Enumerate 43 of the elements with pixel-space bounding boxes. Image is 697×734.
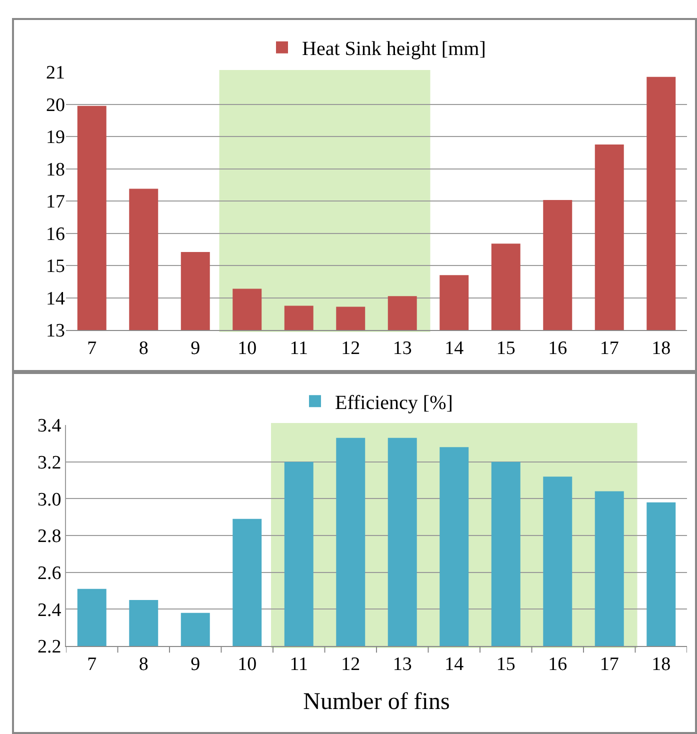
x-tick-label: 12 <box>341 338 360 359</box>
x-tick-label: 11 <box>290 654 308 675</box>
x-tick-label: 18 <box>652 654 671 675</box>
y-tick-label: 2.4 <box>37 600 62 621</box>
x-tick-label: 11 <box>290 338 308 359</box>
y-tick-label: 15 <box>46 256 65 278</box>
y-tick-label: 3.4 <box>37 416 62 437</box>
legend-label: Efficiency [%] <box>335 392 453 414</box>
x-axis-title: Number of fins <box>303 689 450 716</box>
x-tick-label: 8 <box>138 654 148 675</box>
x-tick-label: 16 <box>548 338 568 359</box>
legend-label: Heat Sink height [mm] <box>302 38 486 60</box>
y-tick-label: 2.2 <box>37 636 62 658</box>
x-tick-label: 8 <box>138 338 148 359</box>
y-tick-label: 2.8 <box>37 526 62 548</box>
y-tick-label: 16 <box>46 224 65 245</box>
y-tick-label: 13 <box>46 320 65 342</box>
y-tick-label: 21 <box>46 62 65 84</box>
x-tick-label: 15 <box>496 654 516 675</box>
x-tick-label: 14 <box>444 654 464 675</box>
x-tick-label: 14 <box>444 338 464 359</box>
x-tick-label: 10 <box>238 338 257 359</box>
y-tick-label: 14 <box>46 288 66 310</box>
x-tick-label: 17 <box>600 654 619 675</box>
x-tick-label: 17 <box>600 338 619 359</box>
y-tick-label: 2.6 <box>37 562 62 584</box>
x-tick-label: 9 <box>190 338 200 359</box>
y-tick-label: 19 <box>46 127 65 148</box>
y-tick-label: 20 <box>46 94 65 116</box>
x-tick-label: 13 <box>392 338 412 359</box>
x-tick-label: 15 <box>496 338 516 359</box>
y-tick-label: 18 <box>46 159 65 180</box>
x-tick-label: 7 <box>87 654 97 675</box>
y-tick-label: 3.2 <box>37 452 62 474</box>
x-tick-label: 12 <box>341 654 360 675</box>
y-tick-label: 3.0 <box>37 489 62 510</box>
x-tick-label: 9 <box>190 654 200 675</box>
x-tick-label: 13 <box>392 654 412 675</box>
y-tick-label: 17 <box>46 192 65 213</box>
x-tick-label: 10 <box>238 654 257 675</box>
x-tick-label: 18 <box>652 338 671 359</box>
x-tick-label: 7 <box>87 338 97 359</box>
x-tick-label: 16 <box>548 654 568 675</box>
